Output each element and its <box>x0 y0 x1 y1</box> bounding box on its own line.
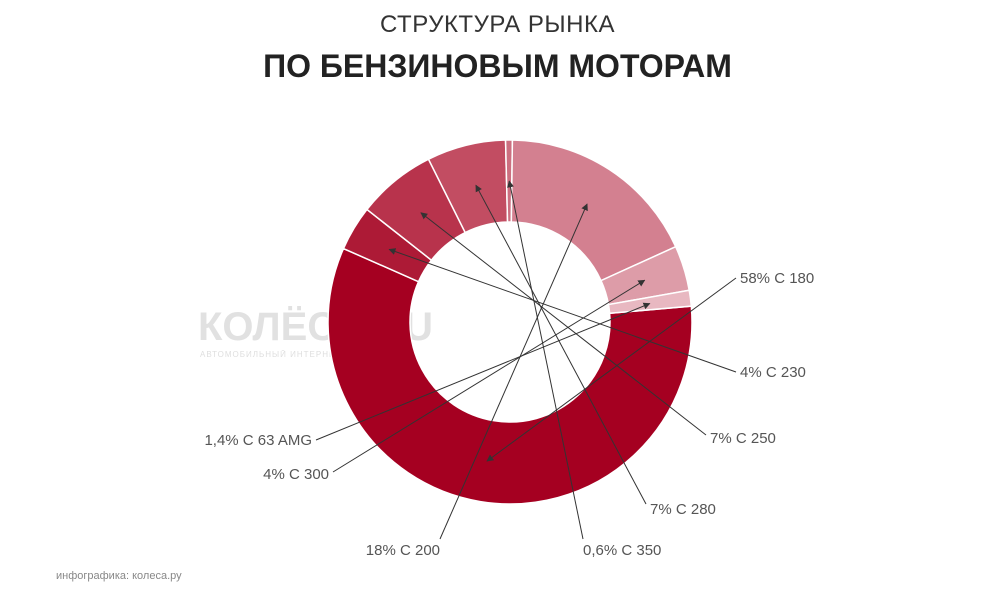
slice-label-1: 58% C 180 <box>740 270 814 287</box>
slice-leader-line-2 <box>388 248 737 373</box>
slice-leader-line-6 <box>439 203 588 540</box>
slice-leader-line-4 <box>475 184 647 505</box>
slice-leader-line-1 <box>486 277 737 462</box>
donut-slices <box>327 139 693 505</box>
slice-leader-line-8 <box>315 302 651 441</box>
watermark-tagline: АВТОМОБИЛЬНЫЙ ИНТЕРНЕТ-ЖУРНАЛ <box>200 350 385 359</box>
slice-leader-line-3 <box>420 212 707 436</box>
slice-label-5: 0,6% C 350 <box>583 542 661 559</box>
chart-title: ПО БЕНЗИНОВЫМ МОТОРАМ <box>263 48 732 84</box>
infographic-credit: инфографика: колеса.ру <box>56 570 182 582</box>
chart-subtitle: СТРУКТУРА РЫНКА <box>380 11 615 38</box>
slice-label-7: 4% C 300 <box>263 466 329 483</box>
slice-label-2: 4% C 230 <box>740 364 806 381</box>
slice-leader-line-5 <box>507 180 584 540</box>
slice-leader-line-7 <box>332 279 646 473</box>
donut-slice-1 <box>327 247 693 505</box>
slice-labels: 58% C 180 4% C 230 7% C 250 7% C 280 0,6% C … <box>204 180 814 559</box>
donut-slice-6 <box>510 139 677 282</box>
slice-label-6: 18% C 200 <box>366 542 440 559</box>
chart-header: СТРУКТУРА РЫНКА ПО БЕНЗИНОВЫМ МОТОРАМ <box>0 10 995 86</box>
donut-slice-8 <box>607 289 693 315</box>
slice-label-4: 7% C 280 <box>650 501 716 518</box>
slice-label-8: 1,4% C 63 AMG <box>204 432 312 449</box>
slice-label-3: 7% C 250 <box>710 430 776 447</box>
